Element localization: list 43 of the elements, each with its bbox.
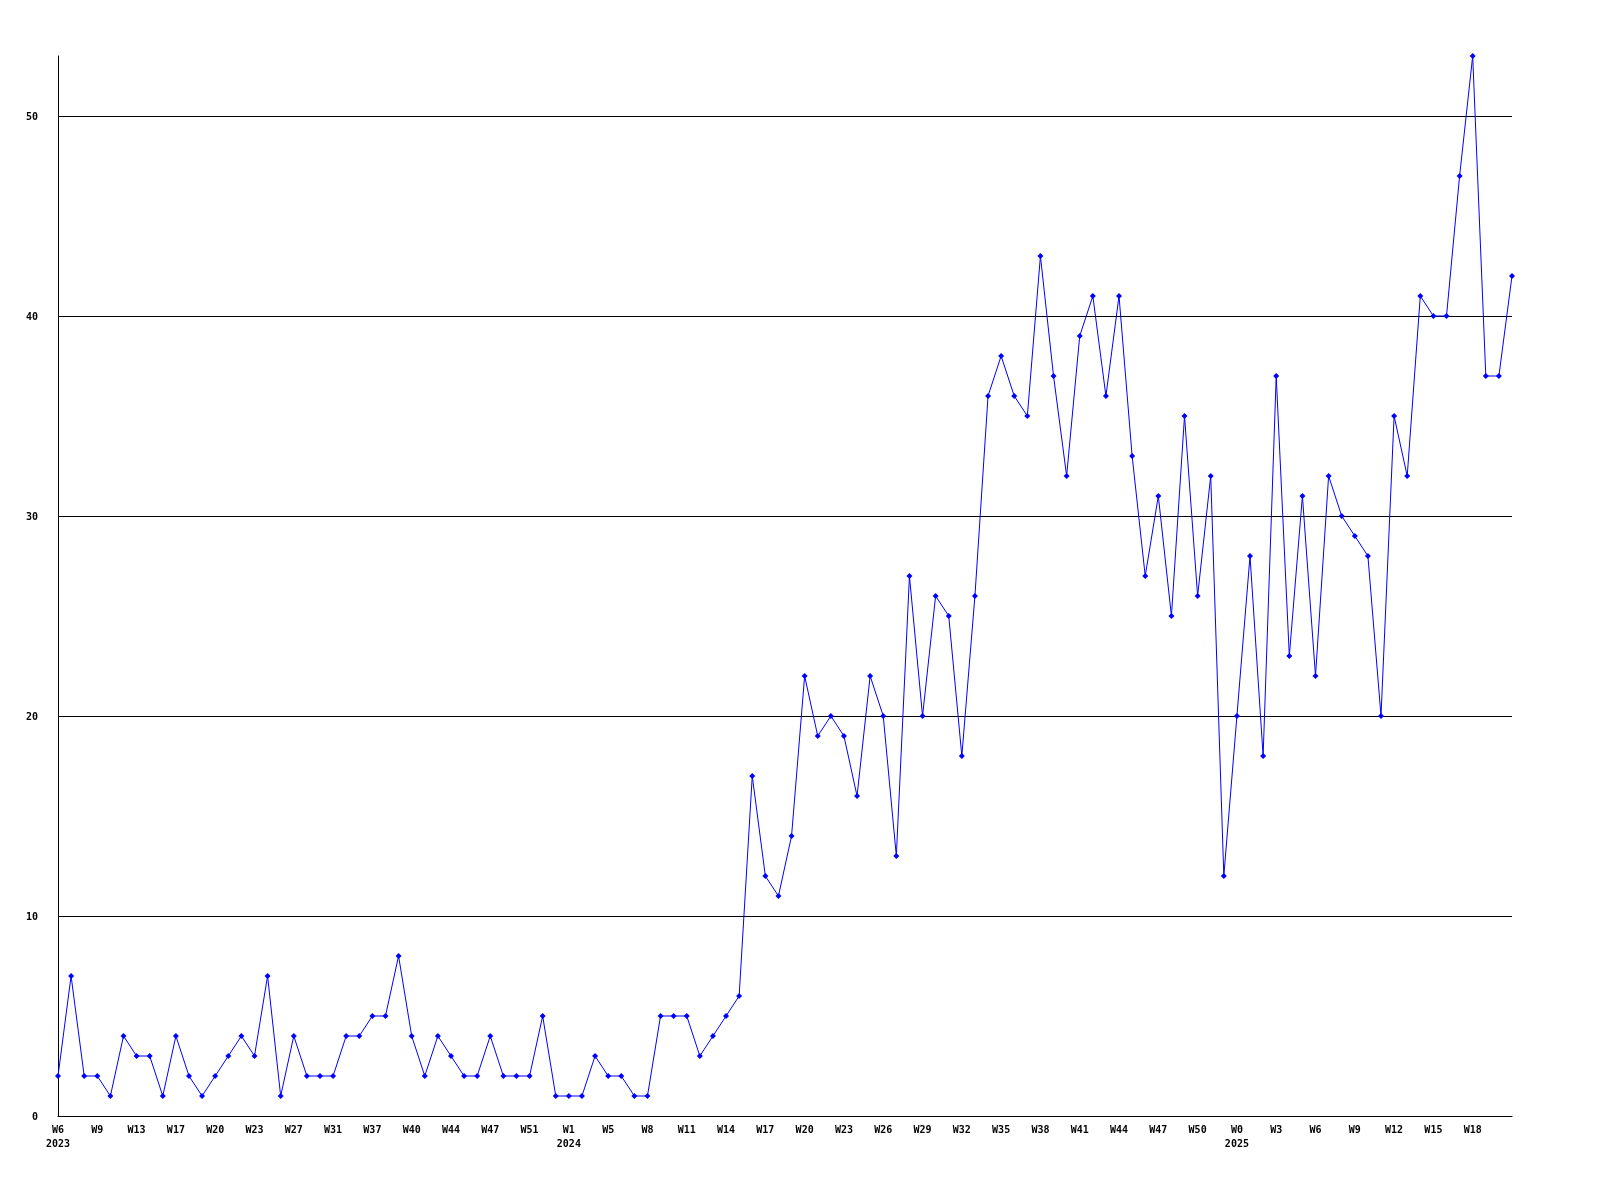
x-tick-label: W5 (602, 1123, 615, 1135)
x-tick-label: W35 (992, 1123, 1011, 1135)
x-tick-label: W17 (756, 1123, 775, 1135)
x-tick-label: W31 (324, 1123, 343, 1135)
x-tick-label: W38 (1031, 1123, 1050, 1135)
x-tick-label: W14 (717, 1123, 736, 1135)
x-tick-label: W1 2024 (556, 1123, 581, 1149)
x-tick-label: W47 (481, 1123, 500, 1135)
x-tick-label: W20 (206, 1123, 225, 1135)
x-tick-label: W26 (874, 1123, 893, 1135)
x-tick-label: W41 (1070, 1123, 1089, 1135)
y-tick-label: 50 (25, 110, 38, 122)
x-tick-label: W29 (913, 1123, 932, 1135)
x-tick-label: W13 (127, 1123, 146, 1135)
x-tick-label: W18 (1463, 1123, 1482, 1135)
x-tick-label: W17 (166, 1123, 185, 1135)
x-tick-label: W37 (363, 1123, 382, 1135)
x-tick-label: W11 (677, 1123, 696, 1135)
x-tick-label: W23 (834, 1123, 853, 1135)
y-tick-label: 20 (25, 710, 38, 722)
x-tick-label: W47 (1149, 1123, 1168, 1135)
x-tick-label: W20 (795, 1123, 814, 1135)
x-tick-label: W32 (952, 1123, 971, 1135)
x-tick-label: W50 (1188, 1123, 1207, 1135)
x-tick-label: W44 (1110, 1123, 1129, 1135)
x-tick-label: W6 2023 (45, 1123, 71, 1149)
x-tick-label: W23 (245, 1123, 264, 1135)
x-tick-label: W44 (441, 1123, 460, 1135)
x-tick-label: W27 (284, 1123, 303, 1135)
y-tick-label: 10 (25, 910, 38, 922)
x-tick-label: W9 (91, 1123, 104, 1135)
x-tick-label: W6 (1309, 1123, 1322, 1135)
x-tick-label: W0 2025 (1224, 1123, 1249, 1149)
x-tick-label: W15 (1424, 1123, 1443, 1135)
x-tick-label: W51 (520, 1123, 539, 1135)
x-tick-label: W9 (1348, 1123, 1361, 1135)
x-tick-label: W3 (1270, 1123, 1283, 1135)
y-tick-label: 40 (25, 310, 38, 322)
y-tick-label: 0 (31, 1110, 38, 1122)
y-tick-label: 30 (25, 510, 38, 522)
x-tick-label: W8 (641, 1123, 654, 1135)
x-tick-label: W12 (1385, 1123, 1404, 1135)
x-tick-label: W40 (402, 1123, 421, 1135)
